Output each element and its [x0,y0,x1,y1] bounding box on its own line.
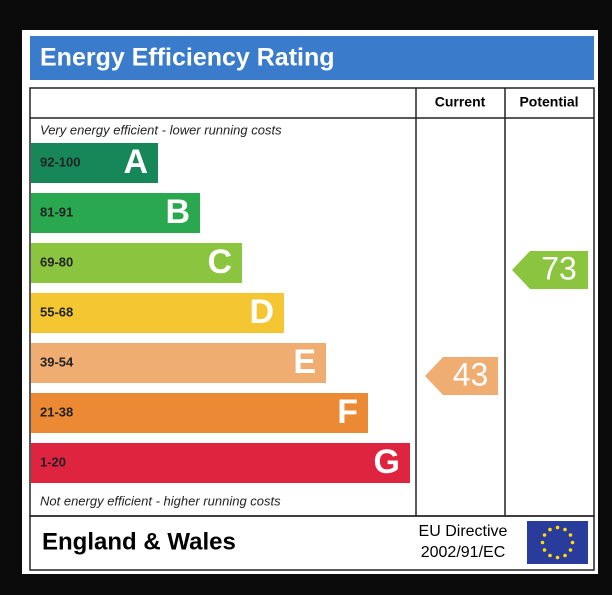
top-note: Very energy efficient - lower running co… [40,122,282,137]
band-letter: B [165,193,190,231]
star [542,548,547,552]
star [548,527,552,532]
title: Energy Efficiency Rating [40,44,335,72]
band-range: 92-100 [40,154,80,169]
band-range: 1-20 [40,454,66,469]
region: England & Wales [42,528,236,555]
band [31,193,200,233]
bottom-note: Not energy efficient - higher running co… [40,493,281,508]
band-letter: F [337,393,358,431]
star [563,553,567,558]
band [31,443,410,483]
band-range: 81-91 [40,204,73,219]
band-range: 55-68 [40,304,73,319]
rating-arrow [512,251,588,289]
band-letter: E [293,343,316,381]
band [31,243,242,283]
band [31,393,368,433]
directive: EU Directive [419,523,508,540]
star [555,555,560,560]
column-header: Potential [519,94,578,110]
star [548,553,552,558]
eu-flag [527,521,588,564]
band-letter: D [249,293,274,331]
band-letter: G [374,443,400,481]
band [31,293,284,333]
band [31,143,158,183]
band-range: 39-54 [40,354,74,369]
star [568,533,573,537]
band-letter: C [207,243,232,281]
band-range: 69-80 [40,254,73,269]
column-header: Current [435,94,486,110]
star [568,548,573,552]
band-letter: A [123,143,148,181]
rating-value: 43 [453,356,489,392]
band-range: 21-38 [40,404,73,419]
directive: 2002/91/EC [421,544,506,561]
footer-border [29,515,595,571]
star [555,525,560,530]
star [563,527,567,532]
title-bar [30,36,594,80]
star [570,540,575,545]
star [542,533,547,537]
rating-arrow [425,357,498,395]
star [540,540,545,545]
rating-value: 73 [541,250,577,286]
band [31,343,326,383]
